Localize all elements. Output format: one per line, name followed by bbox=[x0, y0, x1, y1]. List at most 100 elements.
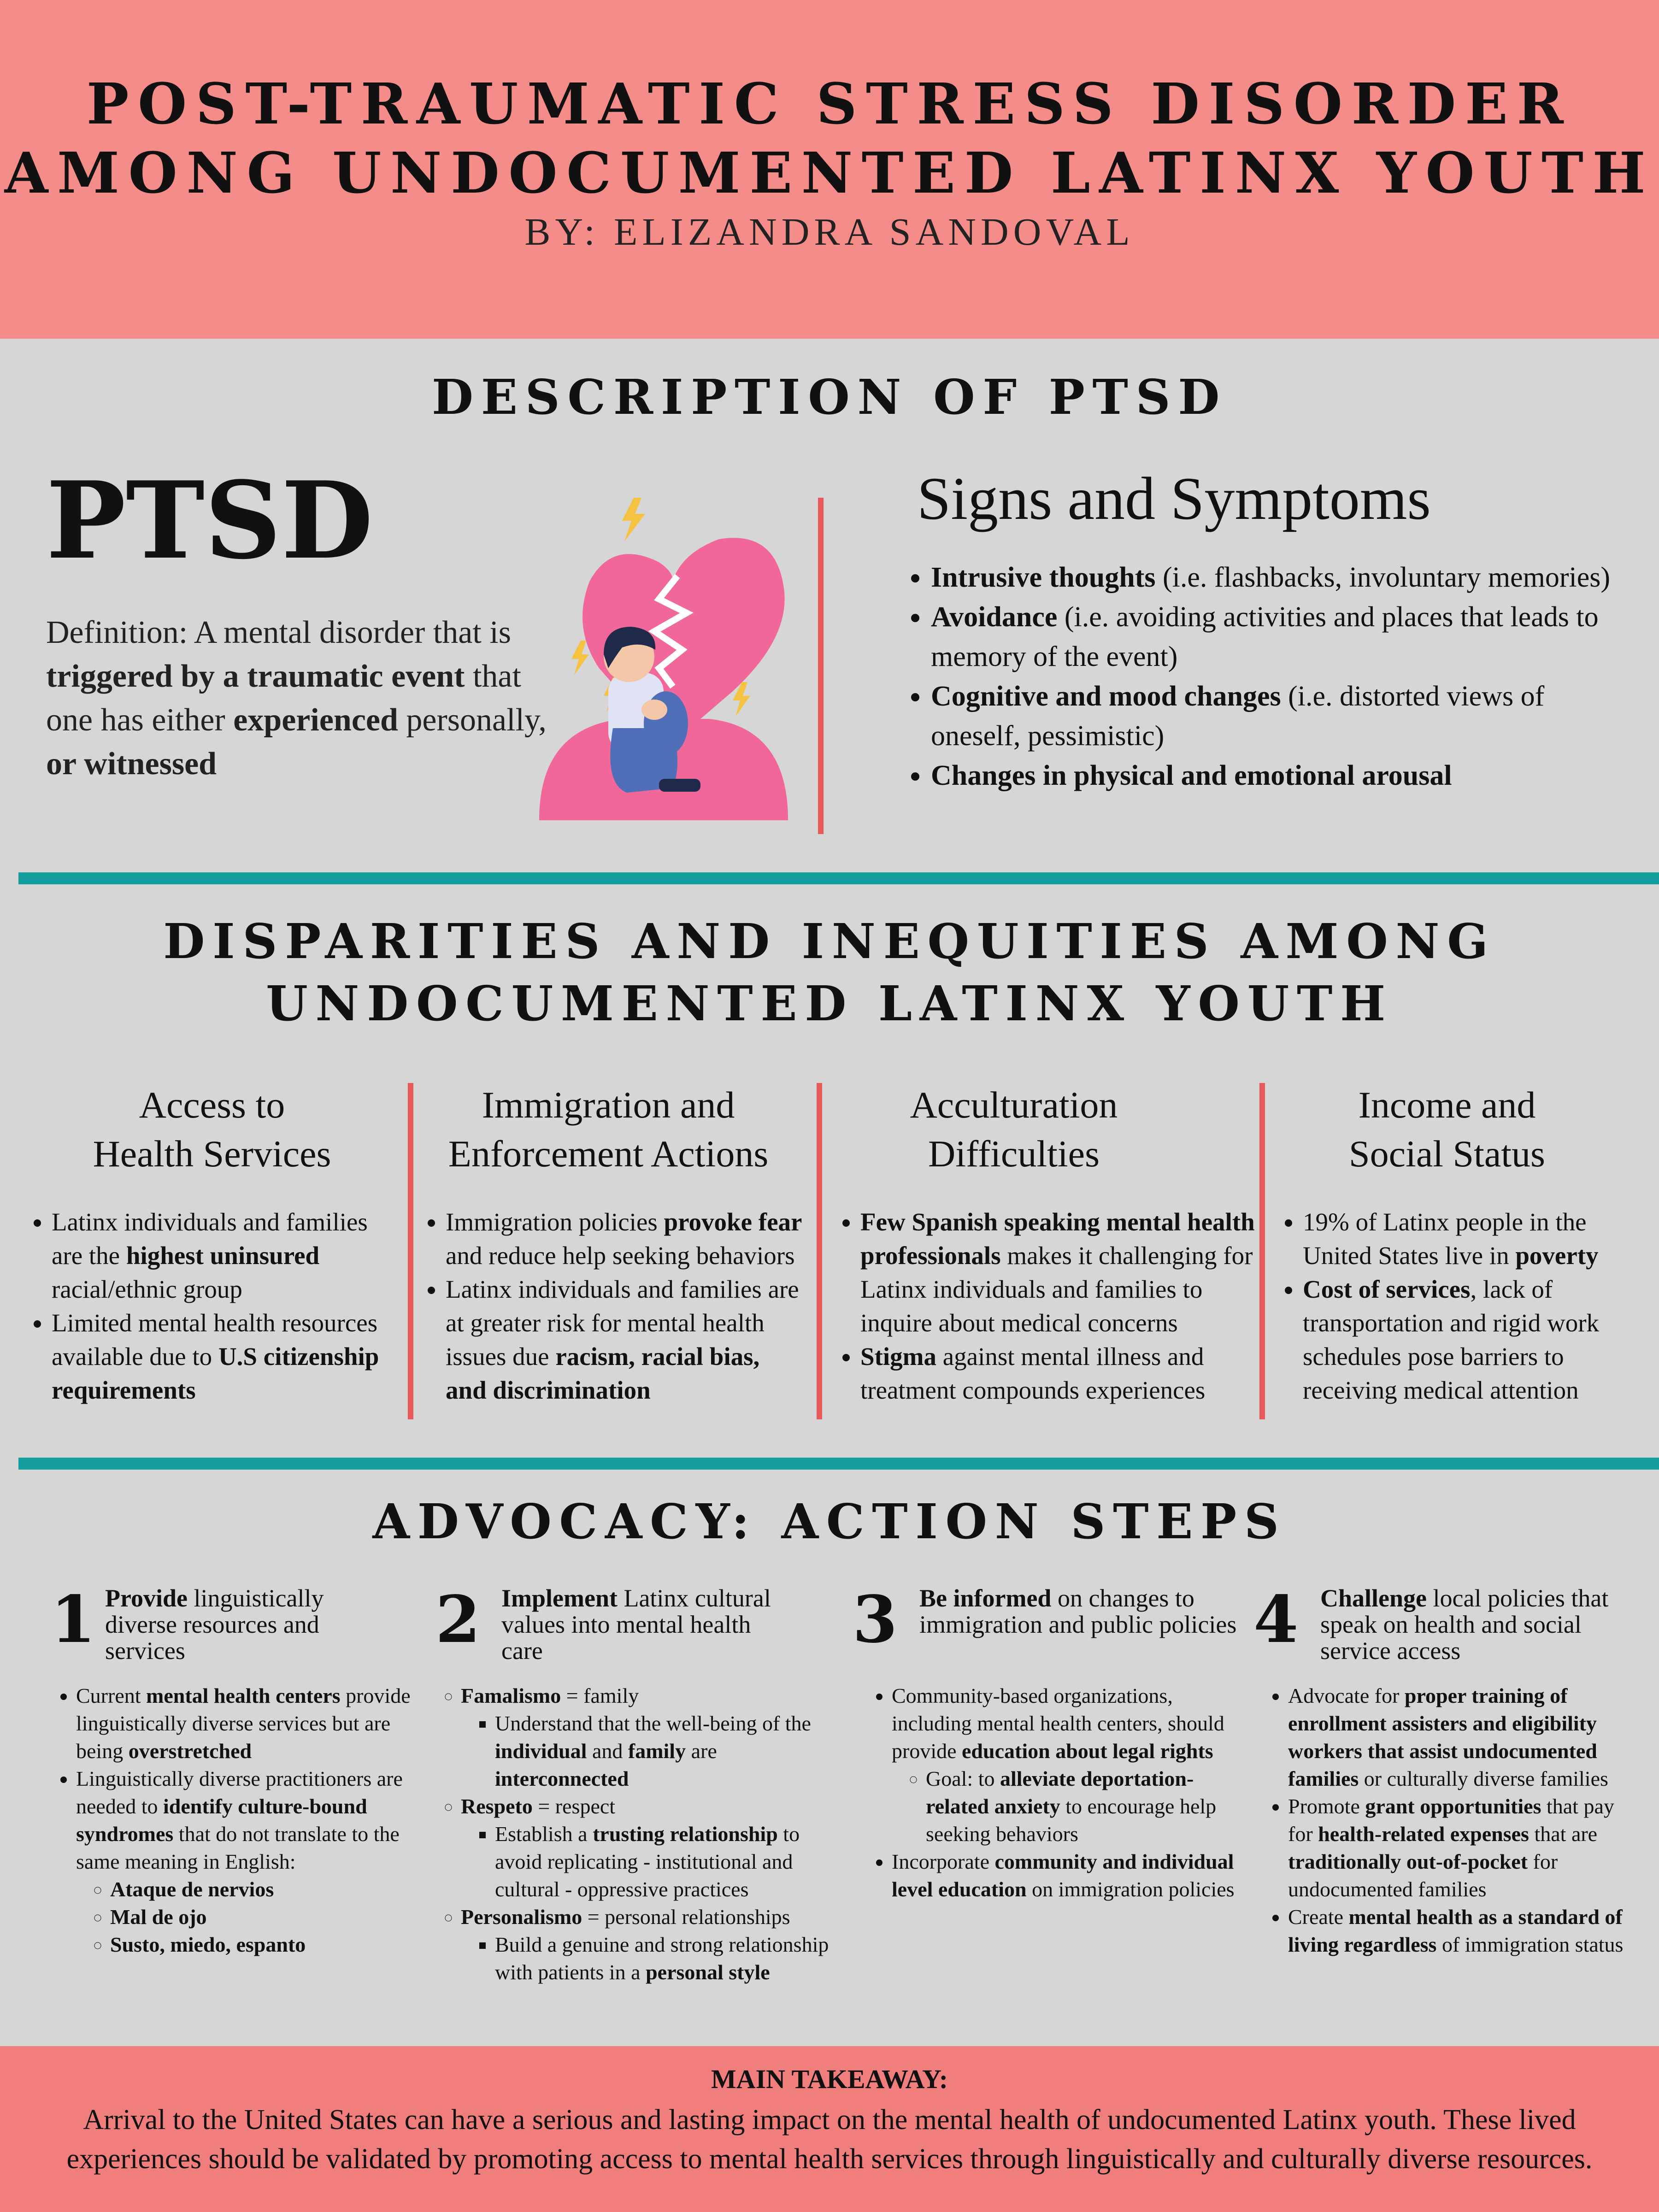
item-bold: alleviate deportation-related anxiety bbox=[926, 1767, 1194, 1818]
list-item: Community-based organizations, including… bbox=[892, 1682, 1237, 1848]
ptsd-label: PTSD bbox=[46, 459, 373, 583]
list-item: Advocate for proper training of enrollme… bbox=[1288, 1682, 1643, 1793]
list-item: 19% of Latinx people in the United State… bbox=[1303, 1205, 1647, 1272]
value-bold: Respeto bbox=[461, 1794, 533, 1818]
item-text: Establish a bbox=[495, 1822, 593, 1846]
list-item: Limited mental health resources availabl… bbox=[52, 1306, 396, 1407]
step-number: 2 bbox=[435, 1582, 481, 1658]
item-text: Incorporate bbox=[892, 1850, 995, 1873]
list-item: Latinx individuals and families are at g… bbox=[446, 1272, 804, 1407]
item-text: Promote bbox=[1288, 1794, 1365, 1818]
title-line-1: POST-TRAUMATIC STRESS DISORDER bbox=[86, 71, 1573, 137]
item-bold: education about legal rights bbox=[962, 1739, 1213, 1763]
item-bold: provoke fear bbox=[664, 1208, 802, 1236]
sub-list: Ataque de nervios Mal de ojo Susto, mied… bbox=[76, 1876, 417, 1959]
disparity-list: Latinx individuals and families are the … bbox=[28, 1205, 396, 1407]
column-title-line: Access to bbox=[139, 1084, 285, 1126]
sub-list: Understand that the well-being of the in… bbox=[461, 1710, 839, 1793]
item-text: Community-based organizations, including… bbox=[892, 1684, 1224, 1763]
disparity-column-title: Immigration and Enforcement Actions bbox=[419, 1081, 797, 1178]
item-text: that pay for bbox=[1288, 1794, 1614, 1846]
broken-heart-sad-person-icon bbox=[539, 498, 788, 820]
item-text: , lack of transportation and rigid work … bbox=[1303, 1275, 1600, 1404]
list-item: Famalismo = family Understand that the w… bbox=[461, 1682, 839, 1793]
list-item: Stigma against mental illness and treatm… bbox=[860, 1340, 1265, 1407]
step-list: Community-based organizations, including… bbox=[869, 1682, 1237, 1903]
disparity-column-title: Access to Health Services bbox=[28, 1081, 396, 1178]
disparity-list: Few Spanish speaking mental health profe… bbox=[836, 1205, 1265, 1407]
vertical-divider bbox=[817, 1083, 822, 1419]
sign-text: (i.e. distorted views of oneself, pessim… bbox=[931, 681, 1545, 752]
column-title-line: Enforcement Actions bbox=[448, 1133, 769, 1175]
item-bold: mental health centers bbox=[146, 1684, 341, 1707]
item-text: Advocate for bbox=[1288, 1684, 1405, 1707]
item-text: Linguistically diverse practitioners are… bbox=[76, 1767, 403, 1818]
page-title: POST-TRAUMATIC STRESS DISORDER AMONG UND… bbox=[0, 69, 1659, 207]
list-item: Create mental health as a standard of li… bbox=[1288, 1903, 1643, 1959]
step-list: Current mental health centers provide li… bbox=[53, 1682, 417, 1959]
list-item: Promote grant opportunities that pay for… bbox=[1288, 1793, 1643, 1903]
disparities-heading-line: UNDOCUMENTED LATINX YOUTH bbox=[266, 975, 1393, 1032]
takeaway-label: MAIN TAKEAWAY: bbox=[711, 2064, 948, 2094]
syndrome-name: Mal de ojo bbox=[110, 1905, 207, 1929]
item-bold: community and individual level education bbox=[892, 1850, 1234, 1901]
sign-text: (i.e. avoiding activities and places tha… bbox=[931, 601, 1599, 672]
list-item: Linguistically diverse practitioners are… bbox=[76, 1765, 417, 1959]
value-text: = respect bbox=[532, 1794, 616, 1818]
section-divider bbox=[18, 872, 1659, 884]
list-item: Respeto = respect Establish a trusting r… bbox=[461, 1793, 839, 1903]
item-text: 19% of Latinx people in the United State… bbox=[1303, 1208, 1587, 1270]
item-bold: proper training of enrollment assisters … bbox=[1288, 1684, 1597, 1790]
definition-text: that one has either bbox=[46, 659, 521, 738]
definition-bold: or witnessed bbox=[46, 746, 217, 782]
item-text: Create bbox=[1288, 1905, 1349, 1929]
step-head-bold: Challenge bbox=[1320, 1584, 1427, 1612]
item-text: that are bbox=[1529, 1822, 1598, 1846]
list-item: Susto, miedo, espanto bbox=[110, 1931, 417, 1959]
definition-text: Definition: A mental disorder that is bbox=[46, 615, 512, 650]
step-list: Advocate for proper training of enrollme… bbox=[1265, 1682, 1643, 1959]
item-text: Understand that the well-being of the bbox=[495, 1712, 811, 1735]
item-text: are bbox=[686, 1739, 717, 1763]
vertical-divider bbox=[818, 498, 824, 834]
list-item: Mal de ojo bbox=[110, 1903, 417, 1931]
sub-list: Establish a trusting relationship to avo… bbox=[461, 1820, 839, 1903]
item-bold: highest uninsured bbox=[126, 1241, 320, 1270]
item-bold: individual bbox=[495, 1739, 587, 1763]
value-bold: Personalismo bbox=[461, 1905, 582, 1929]
advocacy-heading: ADVOCACY: ACTION STEPS bbox=[372, 1493, 1287, 1550]
vertical-divider bbox=[408, 1083, 413, 1419]
list-item: Cognitive and mood changes (i.e. distort… bbox=[931, 677, 1618, 756]
item-text: on immigration policies bbox=[1026, 1877, 1235, 1901]
item-bold: family bbox=[628, 1739, 686, 1763]
list-item: Personalismo = personal relationships Bu… bbox=[461, 1903, 839, 1986]
item-bold: mental health as a standard of living re… bbox=[1288, 1905, 1623, 1956]
item-text: racial/ethnic group bbox=[52, 1275, 242, 1303]
list-item: Current mental health centers provide li… bbox=[76, 1682, 417, 1765]
disparity-list: Immigration policies provoke fear and re… bbox=[422, 1205, 804, 1407]
item-bold: interconnected bbox=[495, 1767, 629, 1790]
item-text: makes it challenging for Latinx individu… bbox=[860, 1241, 1253, 1337]
definition-bold: triggered by a traumatic event bbox=[46, 659, 465, 694]
step-heading: Challenge local policies that speak on h… bbox=[1320, 1585, 1638, 1664]
list-item: Cost of services, lack of transportation… bbox=[1303, 1272, 1647, 1407]
main-takeaway-banner: MAIN TAKEAWAY: Arrival to the United Sta… bbox=[0, 2046, 1659, 2212]
value-text: = personal relationships bbox=[582, 1905, 790, 1929]
definition-bold: experienced bbox=[233, 702, 398, 738]
item-text: Limited mental health resources availabl… bbox=[52, 1309, 378, 1371]
step-head-bold: Provide bbox=[105, 1584, 188, 1612]
item-text: Latinx individuals and families are the bbox=[52, 1208, 368, 1270]
definition-text: personally, bbox=[398, 702, 547, 738]
header-banner: POST-TRAUMATIC STRESS DISORDER AMONG UND… bbox=[0, 0, 1659, 339]
item-text: provide linguistically diverse services … bbox=[76, 1684, 411, 1763]
takeaway-text: Arrival to the United States can have a … bbox=[66, 2104, 1593, 2175]
item-bold: trusting relationship bbox=[593, 1822, 778, 1846]
item-text: Immigration policies bbox=[446, 1208, 664, 1236]
sign-bold: Avoidance bbox=[931, 601, 1058, 633]
step-heading: Provide linguistically diverse resources… bbox=[105, 1585, 391, 1664]
list-item: Changes in physical and emotional arousa… bbox=[931, 756, 1618, 795]
item-bold: U.S citizenship requirements bbox=[52, 1342, 379, 1404]
sign-text: (i.e. flashbacks, involuntary memories) bbox=[1155, 562, 1611, 593]
item-bold: grant opportunities bbox=[1365, 1794, 1541, 1818]
item-bold: Few Spanish speaking mental health profe… bbox=[860, 1208, 1255, 1270]
